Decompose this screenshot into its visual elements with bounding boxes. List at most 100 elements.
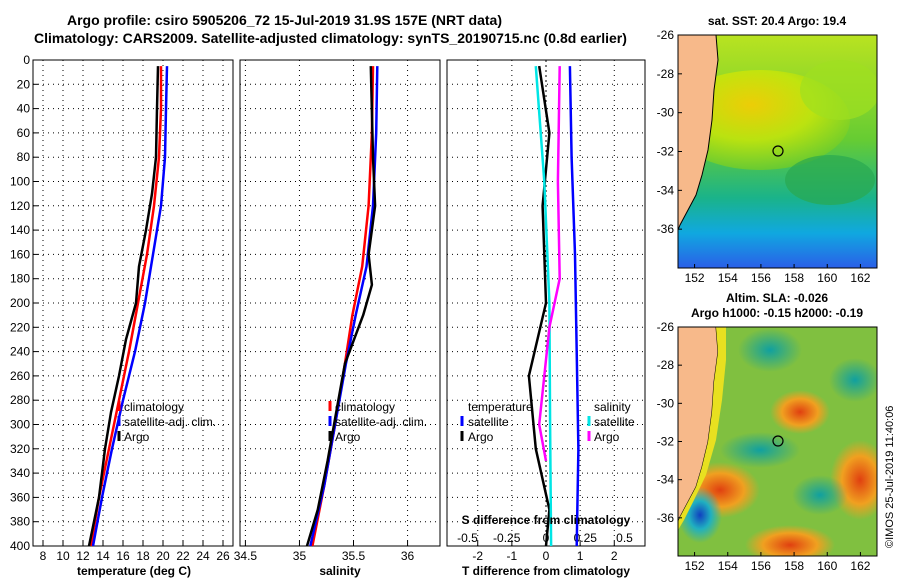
series-argo [87, 66, 160, 547]
series-argo [305, 66, 377, 547]
salinity-panel: 34.5 35 35.5 36 [234, 59, 441, 563]
y-tick-label: 400 [10, 539, 30, 553]
y-tick-label: -36 [657, 222, 675, 236]
legend-climatology-label: climatology [124, 400, 184, 414]
legend-s-argo-label: Argo [594, 430, 620, 444]
coastal-shelf [678, 327, 726, 530]
sla-cold-eddy [738, 328, 802, 372]
legend-salinity-title: salinity [594, 400, 631, 414]
x2-tick-label: -0.25 [493, 531, 521, 545]
temperature-panel: 8 10 12 14 16 18 20 22 24 26020406080100120140160… [10, 53, 234, 563]
sla-hot-eddy [770, 390, 830, 434]
x-tick-label: 156 [751, 271, 771, 285]
difference-xlabel: T difference from climatology [462, 564, 630, 578]
y-tick-label: -36 [657, 511, 675, 525]
series-s-satellite [534, 66, 553, 547]
x-tick-label: 10 [56, 549, 70, 563]
legend-climatology-label: climatology [335, 400, 395, 414]
y-tick-label: 140 [10, 223, 30, 237]
panel-frame [239, 59, 441, 547]
difference-panel: -2 -1 0 1 2-0.5 -0.25 0 0.25 0.5 [446, 59, 646, 563]
temperature-legend: climatology satellite-adj. clim. Argo [117, 400, 216, 444]
y-tick-label: 220 [10, 320, 30, 334]
x-tick-label: 158 [784, 271, 804, 285]
y-tick-label: -28 [657, 67, 675, 81]
legend-satellite-label: satellite-adj. clim. [124, 415, 216, 429]
x-tick-label: -2 [472, 549, 483, 563]
legend-s-satellite-label: satellite [594, 415, 635, 429]
x-tick-label: 16 [116, 549, 130, 563]
legend-temperature-title: temperature [468, 400, 533, 414]
sla-cold-eddy [720, 432, 800, 468]
y-tick-label: 200 [10, 296, 30, 310]
y-tick-label: 380 [10, 515, 30, 529]
x-tick-label: 162 [850, 271, 870, 285]
sst-map-title: sat. SST: 20.4 Argo: 19.4 [708, 14, 847, 28]
x-tick-label: 160 [817, 271, 837, 285]
x-tick-label: 162 [850, 559, 870, 573]
series-climatology [89, 66, 163, 547]
y-tick-label: -34 [657, 473, 675, 487]
sla-cold-eddy [829, 358, 877, 402]
difference-x2label: S difference from climatology [462, 513, 631, 527]
temperature-xlabel: temperature (deg C) [77, 564, 191, 578]
x-tick-label: 26 [216, 549, 230, 563]
series-t-satellite [568, 66, 580, 547]
legend-argo-label: Argo [124, 430, 150, 444]
x-tick-label: 154 [718, 559, 738, 573]
y-tick-label: -26 [657, 28, 675, 42]
x-tick-label: 152 [685, 559, 705, 573]
x-tick-label: 24 [196, 549, 210, 563]
x-tick-label: 156 [751, 559, 771, 573]
series-satellite-adj-clim [91, 66, 169, 547]
sla-hot-eddy [745, 525, 835, 556]
series-climatology [311, 66, 375, 547]
argo-float-marker [772, 435, 784, 447]
sla-map [678, 327, 877, 556]
header-line-2: Climatology: CARS2009. Satellite-adjuste… [34, 30, 627, 46]
y-tick-label: 160 [10, 247, 30, 261]
y-tick-label: 360 [10, 490, 30, 504]
y-tick-label: 80 [17, 150, 31, 164]
sst-cool-patch [785, 155, 875, 205]
y-tick-label: -32 [657, 435, 675, 449]
x-tick-label: 22 [176, 549, 190, 563]
series-t-argo [527, 65, 551, 547]
x-tick-label: 35.5 [342, 549, 366, 563]
legend-argo-label: Argo [335, 430, 361, 444]
legend-satellite-label: satellite-adj. clim. [335, 415, 427, 429]
x-tick-label: 2 [611, 549, 618, 563]
series-s-argo [537, 66, 561, 462]
x-tick-label: 20 [156, 549, 170, 563]
sst-warm-patch [800, 60, 877, 120]
x2-tick-label: 0.25 [574, 531, 598, 545]
x-tick-label: 14 [96, 549, 110, 563]
y-tick-label: 280 [10, 393, 30, 407]
y-tick-label: -30 [657, 106, 675, 120]
y-tick-label: 300 [10, 418, 30, 432]
sla-map-title: Altim. SLA: -0.026 [726, 291, 828, 305]
x-tick-label: 158 [784, 559, 804, 573]
sst-map-ticks: 152 154 156 158 160 162 -26 -28 -30 -32 -34 -36 [657, 28, 871, 285]
y-tick-label: -28 [657, 358, 675, 372]
legend-t-satellite-label: satellite [468, 415, 509, 429]
series-satellite-adj-clim [309, 66, 379, 547]
y-tick-label: -26 [657, 320, 675, 334]
legend-t-argo-label: Argo [468, 430, 494, 444]
x-tick-label: -1 [507, 549, 518, 563]
y-tick-label: 320 [10, 442, 30, 456]
sla-map-subtitle: Argo h1000: -0.15 h2000: -0.19 [691, 306, 863, 320]
x-tick-label: 36 [401, 549, 415, 563]
x-tick-label: 154 [718, 271, 738, 285]
x-tick-label: 12 [76, 549, 90, 563]
sla-cold-eddy [792, 475, 848, 515]
y-tick-label: -32 [657, 145, 675, 159]
x-tick-label: 34.5 [234, 549, 258, 563]
timestamp-label: ©IMOS 25-Jul-2019 11:40:06 [884, 406, 896, 548]
land [678, 35, 719, 231]
header-line-1: Argo profile: csiro 5905206_72 15-Jul-20… [67, 12, 502, 28]
y-tick-label: 60 [17, 126, 31, 140]
salinity-xlabel: salinity [319, 564, 361, 578]
y-tick-label: -34 [657, 183, 675, 197]
